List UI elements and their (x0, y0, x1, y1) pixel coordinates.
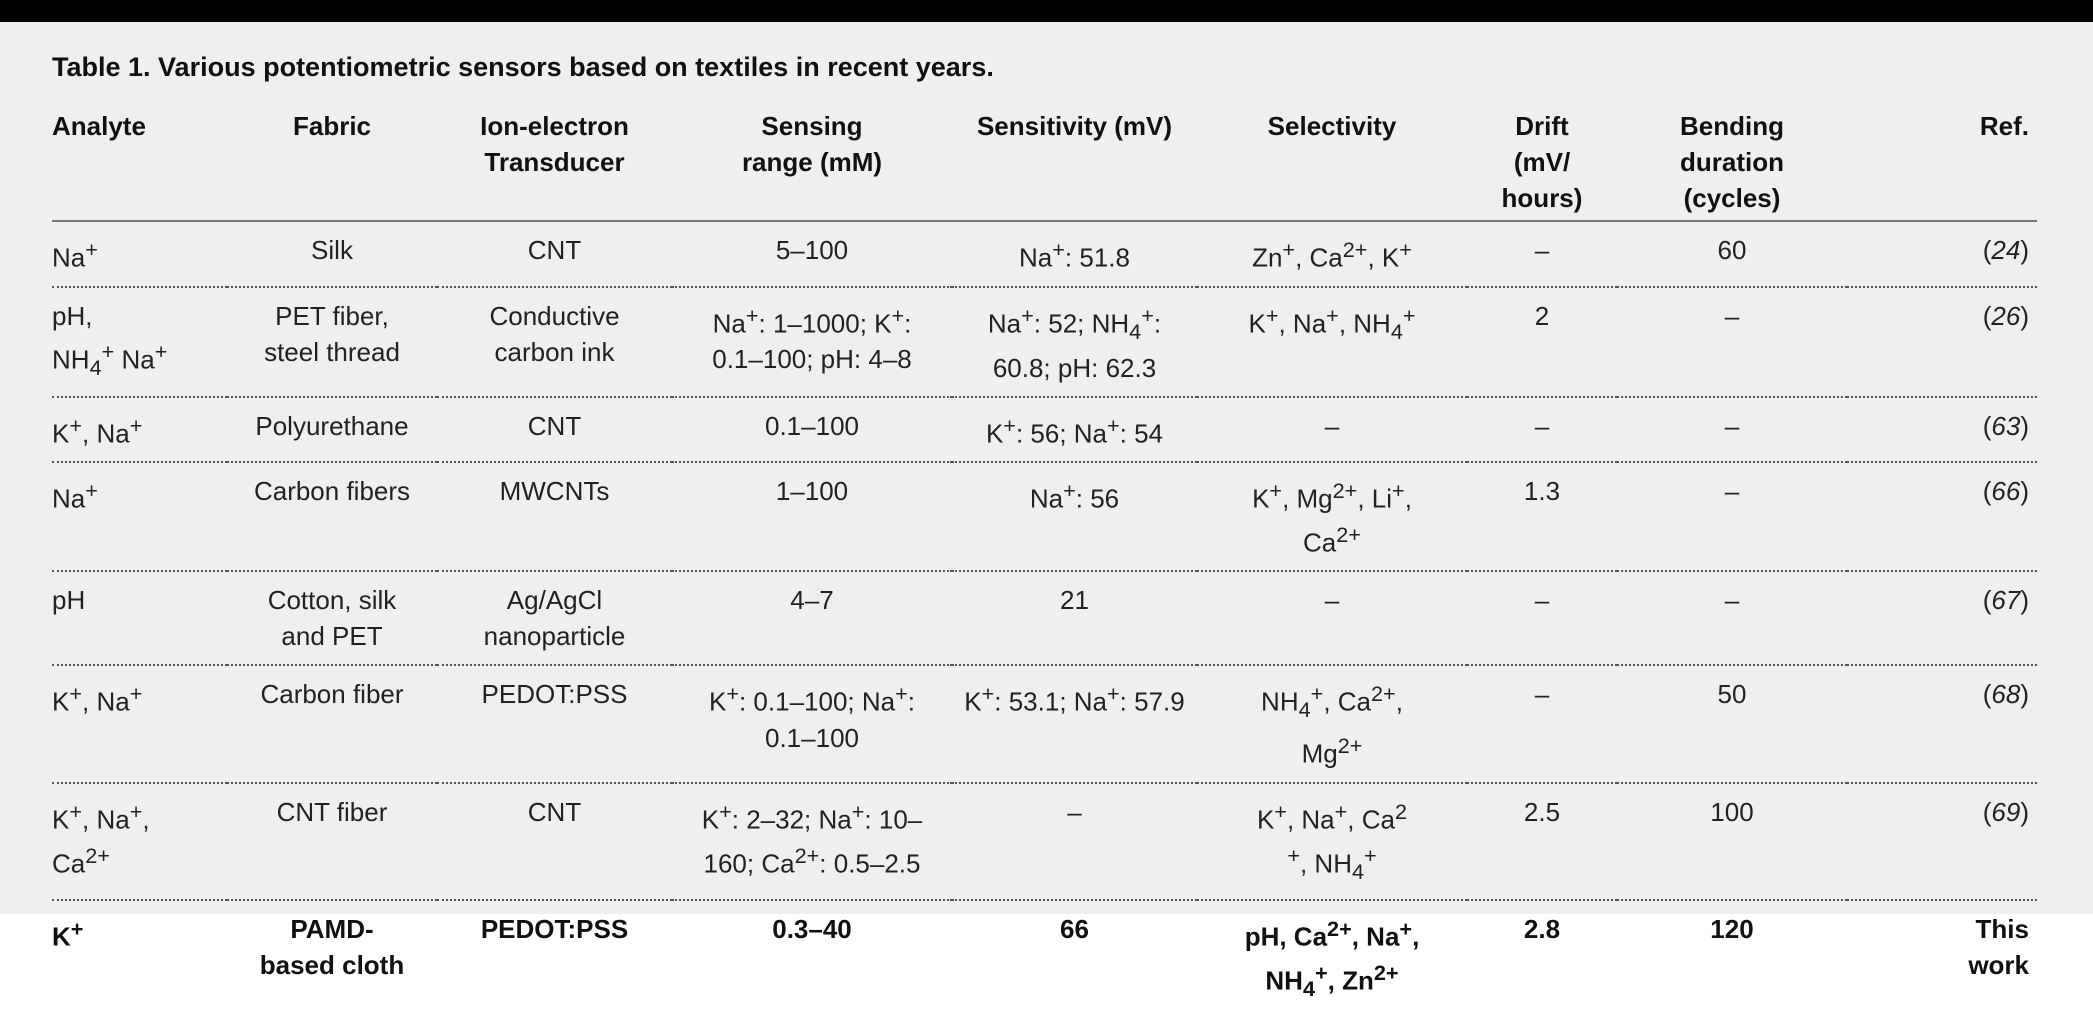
cell-analyte: pH (52, 585, 86, 616)
cell-transducer: PEDOT:PSS (480, 914, 629, 945)
cell-range: Na+: 1–1000; K+: 0.1–100; pH: 4–8 (712, 302, 912, 375)
cell-bending: 50 (1717, 679, 1747, 710)
cell-drift: 2.5 (1523, 796, 1561, 827)
table-body: Na+ Silk CNT 5–100 Na+: 51.8 Zn+, Ca2+, K+ – 60… (52, 221, 2037, 1017)
cell-bending: 120 (1710, 914, 1754, 945)
column-header-bending: Bending duration (cycles) (1680, 111, 1784, 213)
table-row: K+, Na+ Carbon fiber PEDOT:PSS K+: 0.1–100;… (52, 665, 2037, 783)
column-header-fabric: Fabric (292, 111, 372, 141)
cell-drift: 1.3 (1523, 476, 1561, 507)
cell-sensitivity: K+: 53.1; Na+: 57.9 (964, 681, 1185, 718)
table-row: K+, Na+ Polyurethane CNT 0.1–100 K+: 56; Na+… (52, 397, 2037, 463)
cell-sensitivity: 21 (1060, 585, 1089, 616)
cell-transducer: MWCNTs (499, 476, 610, 507)
cell-fabric: Carbon fibers (253, 476, 411, 507)
cell-ref: (68) (1982, 679, 2029, 710)
cell-sensitivity: 66 (1060, 914, 1089, 945)
cell-drift: 2.8 (1523, 914, 1561, 945)
cell-analyte: Na+ (52, 237, 98, 273)
cell-range: K+: 2–32; Na+: 10– 160; Ca2+: 0.5–2.5 (701, 798, 923, 879)
cell-analyte: Na+ (52, 478, 98, 514)
cell-sensitivity: Na+: 51.8 (1019, 237, 1130, 273)
cell-drift: – (1534, 235, 1550, 265)
cell-analyte: K+, Na+, Ca2+ (52, 798, 150, 879)
cell-drift: – (1534, 585, 1550, 616)
table-row: K+ PAMD-based cloth PEDOT:PSS 0.3–40 66 pH, C… (52, 900, 2037, 1017)
cell-selectivity: K+, Mg2+, Li+, Ca2+ (1252, 478, 1412, 558)
cell-transducer: Conductive carbon ink (489, 300, 620, 367)
table-row: K+, Na+, Ca2+ CNT fiber CNT K+: 2–32; Na+: 1… (52, 783, 2037, 901)
cell-drift: 2 (1534, 300, 1550, 331)
cell-range: K+: 0.1–100; Na+: 0.1–100 (708, 681, 915, 754)
column-header-sensitivity: Sensitivity (mV) (976, 111, 1173, 141)
cell-selectivity: – (1324, 585, 1340, 616)
header-row: Analyte Fabric Ion-electron Transducer Sensi… (52, 104, 2037, 221)
cell-bending: 100 (1710, 796, 1754, 827)
cell-bending: – (1724, 476, 1740, 507)
cell-analyte: K+, Na+ (52, 681, 143, 718)
cell-fabric: Polyurethane (255, 410, 409, 441)
cell-fabric: PAMD-based cloth (259, 914, 405, 981)
cell-fabric: PET fiber, steel thread (264, 300, 400, 367)
cell-selectivity: – (1324, 410, 1340, 441)
table-row: Na+ Carbon fibers MWCNTs 1–100 Na+: 56 K+, Mg… (52, 462, 2037, 572)
cell-transducer: CNT (527, 410, 582, 441)
column-header-range: Sensing range (mM) (741, 111, 883, 177)
table-row: Na+ Silk CNT 5–100 Na+: 51.8 Zn+, Ca2+, K+ – 60… (52, 221, 2037, 287)
column-header-drift: Drift (mV/hours) (1501, 111, 1583, 213)
cell-ref: (67) (1982, 585, 2029, 616)
cell-bending: – (1724, 300, 1740, 331)
cell-transducer: PEDOT:PSS (481, 679, 628, 710)
cell-range: 5–100 (775, 235, 849, 265)
table-row: pH, NH4+ Na+ PET fiber, steel thread Conduct… (52, 287, 2037, 397)
cell-bending: – (1724, 585, 1740, 616)
cell-sensitivity: – (1067, 796, 1082, 827)
cell-selectivity: K+, Na+, NH4+ (1248, 302, 1416, 344)
table-caption: Table 1. Various potentiometric sensors … (52, 52, 994, 82)
cell-ref: (24) (1982, 235, 2029, 265)
cell-fabric: Cotton, silk and PET (267, 585, 397, 652)
cell-range: 0.3–40 (772, 914, 852, 945)
cell-fabric: CNT fiber (276, 796, 388, 827)
cell-range: 4–7 (790, 585, 834, 616)
cell-sensitivity: K+: 56; Na+: 54 (985, 412, 1164, 449)
cell-sensitivity: Na+: 52; NH4+: 60.8; pH: 62.3 (987, 302, 1162, 383)
cell-transducer: Ag/AgCl nanoparticle (483, 585, 626, 652)
column-header-ref: Ref. (1979, 111, 2029, 141)
cell-selectivity: NH4+, Ca2+, Mg2+ (1261, 681, 1403, 769)
cell-selectivity: Zn+, Ca2+, K+ (1252, 237, 1412, 273)
cell-bending: 60 (1717, 235, 1747, 265)
cell-bending: – (1724, 410, 1740, 441)
cell-ref: (63) (1982, 410, 2029, 441)
cell-transducer: CNT (527, 796, 582, 827)
cell-range: 1–100 (775, 476, 849, 507)
cell-drift: – (1534, 410, 1550, 441)
cell-transducer: CNT (527, 235, 582, 265)
cell-selectivity: K+, Na+, Ca2 +, NH4+ (1256, 798, 1408, 884)
cell-analyte: K+ (52, 916, 84, 953)
cell-ref: (69) (1982, 796, 2029, 827)
column-header-transducer: Ion-electron Transducer (480, 111, 629, 177)
top-border-bar (0, 0, 2093, 22)
cell-range: 0.1–100 (765, 410, 859, 441)
sensors-table: Analyte Fabric Ion-electron Transducer Sensi… (52, 104, 2037, 1017)
cell-analyte: K+, Na+ (52, 412, 143, 449)
cell-ref: This work (1968, 914, 2029, 981)
column-header-selectivity: Selectivity (1267, 111, 1397, 141)
cell-ref: (26) (1982, 300, 2029, 331)
cell-sensitivity: Na+: 56 (1029, 478, 1120, 514)
cell-drift: – (1534, 679, 1550, 710)
column-header-analyte: Analyte (52, 111, 146, 141)
table-row: pH Cotton, silk and PET Ag/AgCl nanoparticle… (52, 571, 2037, 666)
cell-fabric: Silk (311, 235, 353, 265)
cell-analyte: pH, NH4+ Na+ (52, 300, 168, 380)
cell-selectivity: pH, Ca2+, Na+, NH4+, Zn2+ (1244, 916, 1420, 1001)
cell-ref: (66) (1982, 476, 2029, 507)
cell-fabric: Carbon fiber (260, 679, 404, 710)
